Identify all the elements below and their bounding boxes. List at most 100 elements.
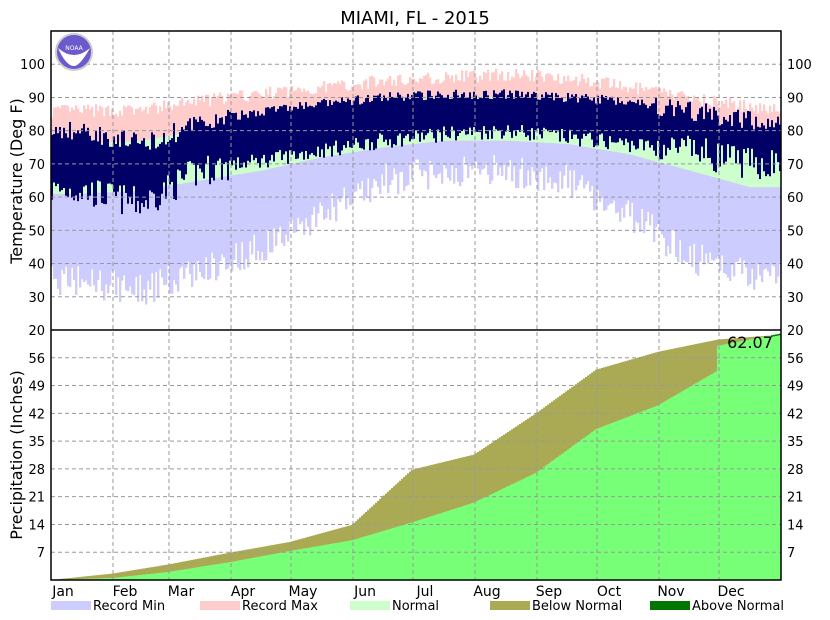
actual-precip-bar (263, 555, 266, 580)
actual-precip-bar (455, 508, 458, 580)
actual-precip-bar (197, 567, 200, 580)
actual-temp-bar (51, 134, 54, 200)
record-min-bar (633, 155, 636, 233)
actual-temp-bar (391, 96, 394, 148)
below-normal-bar (197, 558, 200, 568)
record-min-bar (639, 157, 642, 232)
actual-temp-bar (413, 92, 416, 139)
actual-precip-bar (521, 479, 524, 580)
record-min-bar (379, 147, 382, 195)
actual-temp-bar (419, 91, 422, 142)
below-normal-bar (707, 341, 710, 377)
actual-temp-bar (777, 116, 780, 163)
actual-temp-bar (99, 126, 102, 182)
actual-precip-bar (359, 537, 362, 580)
actual-precip-bar (213, 564, 216, 580)
record-min-bar (167, 185, 170, 266)
actual-temp-bar (575, 94, 578, 135)
record-min-bar (413, 143, 416, 163)
below-normal-bar (427, 465, 430, 518)
actual-temp-bar (545, 92, 548, 130)
record-min-bar (87, 193, 90, 285)
actual-precip-bar (209, 565, 212, 580)
record-min-bar (147, 189, 150, 281)
below-normal-bar (661, 351, 664, 404)
below-normal-bar (253, 548, 256, 558)
below-normal-bar (191, 559, 194, 569)
record-min-bar (365, 150, 368, 197)
actual-temp-bar (367, 95, 370, 139)
actual-temp-bar (267, 107, 270, 168)
record-min-bar (753, 187, 756, 290)
record-min-bar (313, 159, 316, 207)
below-normal-bar (89, 575, 92, 579)
below-normal-bar (395, 484, 398, 528)
below-normal-bar (203, 557, 206, 567)
actual-precip-bar (651, 407, 654, 580)
record-min-bar (587, 147, 590, 182)
below-normal-bar (113, 573, 116, 578)
actual-precip-bar (281, 552, 284, 580)
below-normal-bar (527, 418, 530, 477)
actual-precip-bar (271, 554, 274, 580)
actual-precip-bar (395, 527, 398, 580)
below-normal-bar (589, 374, 592, 434)
actual-precip-bar (439, 513, 442, 580)
record-min-bar (375, 148, 378, 181)
below-normal-bar (225, 553, 228, 563)
month-tick-label: Jul (416, 584, 434, 600)
actual-precip-bar (475, 501, 478, 580)
actual-precip-bar (621, 419, 624, 580)
actual-temp-bar (555, 93, 558, 133)
actual-precip-bar (501, 489, 504, 580)
record-min-bar (161, 187, 164, 278)
actual-precip-bar (445, 511, 448, 580)
temperature-panel (51, 68, 782, 305)
actual-precip-bar (191, 568, 194, 580)
record-min-bar (117, 191, 120, 278)
actual-temp-bar (385, 97, 388, 140)
actual-temp-bar (341, 97, 344, 151)
record-min-bar (675, 166, 678, 257)
below-normal-bar (691, 344, 694, 386)
actual-temp-bar (633, 102, 636, 146)
actual-temp-bar (661, 115, 664, 160)
actual-temp-bar (369, 102, 372, 151)
actual-temp-bar (161, 142, 164, 194)
actual-precip-bar (695, 383, 698, 580)
actual-precip-bar (627, 416, 630, 580)
actual-precip-bar (429, 516, 432, 580)
actual-temp-bar (511, 93, 514, 138)
below-normal-bar (613, 364, 616, 423)
below-normal-bar (211, 556, 214, 566)
below-normal-bar (755, 336, 758, 339)
actual-temp-bar (773, 127, 776, 174)
record-min-bar (581, 146, 584, 175)
record-min-bar (171, 185, 174, 294)
actual-precip-bar (415, 521, 418, 580)
below-normal-bar (241, 550, 244, 560)
record-min-bar (223, 176, 226, 258)
record-min-bar (179, 183, 182, 269)
below-normal-bar (163, 565, 166, 573)
below-normal-bar (719, 339, 722, 346)
actual-precip-bar (427, 517, 430, 580)
below-normal-bar (479, 450, 482, 500)
actual-precip-bar (441, 512, 444, 580)
below-normal-bar (511, 429, 514, 485)
below-normal-bar (763, 335, 766, 337)
record-min-bar (755, 187, 758, 280)
actual-precip-bar (539, 469, 542, 580)
actual-precip-bar (525, 477, 528, 580)
plot-frame (50, 30, 782, 581)
actual-temp-bar (769, 126, 772, 177)
actual-precip-bar (287, 551, 290, 580)
below-normal-bar (375, 502, 378, 534)
actual-precip-bar (113, 577, 116, 580)
below-normal-bar (653, 352, 656, 407)
actual-precip-bar (575, 443, 578, 580)
record-min-bar (595, 148, 598, 210)
precip-tick-label: 42 (28, 407, 45, 422)
actual-temp-bar (231, 112, 234, 166)
